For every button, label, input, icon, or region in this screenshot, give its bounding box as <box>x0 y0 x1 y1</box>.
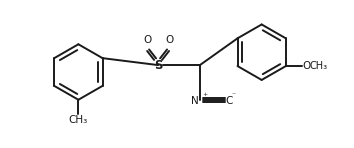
Text: O: O <box>303 61 311 71</box>
Text: +: + <box>202 92 207 97</box>
Text: C: C <box>226 96 233 106</box>
Text: S: S <box>154 59 162 72</box>
Text: ⁻: ⁻ <box>232 90 236 99</box>
Text: N: N <box>191 96 199 106</box>
Text: O: O <box>143 35 151 45</box>
Text: O: O <box>165 35 173 45</box>
Text: CH₃: CH₃ <box>69 115 88 125</box>
Text: CH₃: CH₃ <box>310 61 328 71</box>
